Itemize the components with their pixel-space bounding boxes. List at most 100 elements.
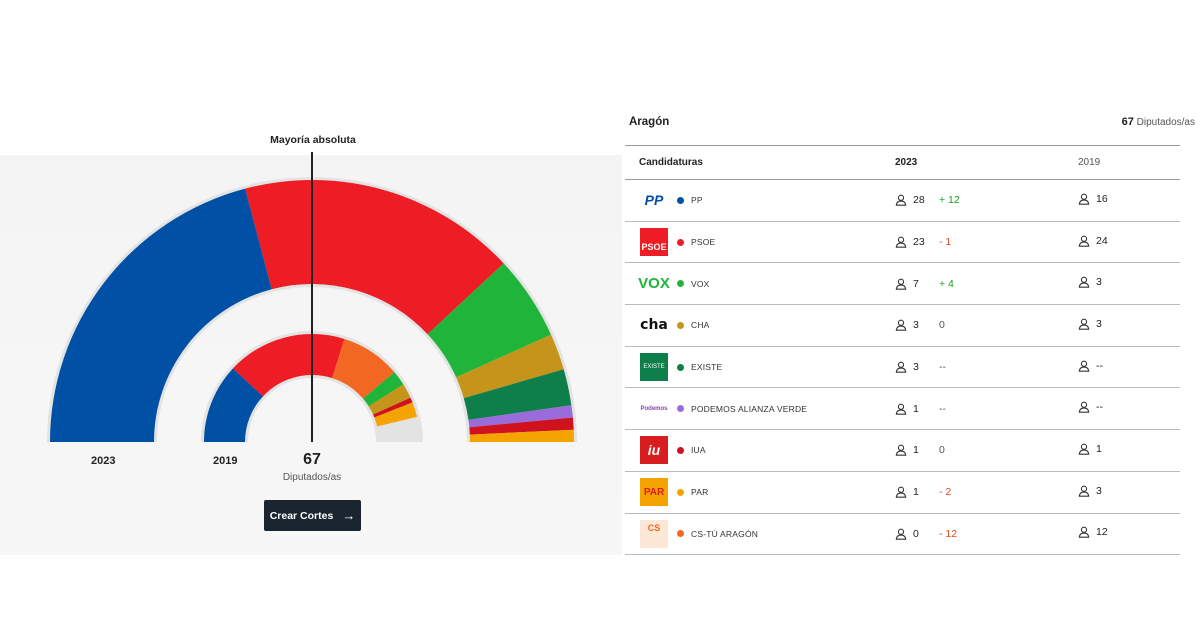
seat-arc-2019-pp xyxy=(204,368,263,442)
cha-logo: cha xyxy=(640,317,668,334)
party-cell: iu IUA xyxy=(625,435,895,465)
seat-arc-2023-cha xyxy=(456,334,564,399)
person-icon xyxy=(1078,485,1090,497)
person-icon xyxy=(1078,193,1090,205)
majority-label: Mayoría absoluta xyxy=(270,134,356,146)
seat-arc-2023-podemos-alianza-verde xyxy=(468,405,573,428)
party-color-dot xyxy=(677,280,684,288)
seats-2019: 1 xyxy=(1078,443,1102,455)
seat-arc-2023-par xyxy=(469,429,574,442)
table-row: VOX VOX 7 + 4 3 xyxy=(625,263,1180,306)
seat-arc-2023-vox xyxy=(427,263,552,378)
seat-change: - 12 xyxy=(939,527,958,540)
seats-2023: 1 xyxy=(895,403,935,415)
seats-2023-cell: 7 + 4 xyxy=(895,278,1078,290)
region-seats-number: 67 xyxy=(1121,116,1134,128)
person-icon xyxy=(895,319,907,332)
seats-2019: -- xyxy=(1078,401,1103,413)
seat-change: + 12 xyxy=(939,194,960,207)
party-cell: Podemos PODEMOS ALIANZA VERDE xyxy=(625,394,895,424)
seats-2023-cell: 3 -- xyxy=(895,361,1078,373)
seats-2019-value: 16 xyxy=(1096,192,1108,205)
seats-2019-cell: 24 xyxy=(1078,235,1178,250)
crear-cortes-label: Crear Cortes xyxy=(269,509,334,522)
seat-arc-2019-par xyxy=(374,402,418,427)
seats-2023-cell: 23 - 1 xyxy=(895,236,1078,248)
podemos-alianza-verde-logo: Podemos xyxy=(640,405,668,412)
seats-2023: 28 xyxy=(895,194,935,206)
seats-2019-cell: 3 xyxy=(1078,485,1178,500)
person-icon xyxy=(1078,318,1090,330)
party-cell: cha CHA xyxy=(625,310,895,340)
iua-logo: iu xyxy=(639,435,669,465)
seats-2023: 1 xyxy=(895,444,935,456)
party-cell: PAR PAR xyxy=(625,477,895,507)
seats-2019: -- xyxy=(1078,360,1103,372)
person-icon xyxy=(895,278,907,290)
region-name: Aragón xyxy=(629,116,670,128)
region-seats-unit: Diputados/as xyxy=(1136,117,1195,128)
seats-2019-value: 12 xyxy=(1096,526,1108,539)
seats-2019-value: -- xyxy=(1096,401,1103,414)
seat-arc-2019-psoe xyxy=(232,334,345,397)
table-row: cha CHA 3 0 3 xyxy=(625,305,1180,347)
seat-arc-2019-iua xyxy=(373,397,413,418)
psoe-logo: PSOE xyxy=(639,227,669,257)
person-icon xyxy=(1078,401,1090,414)
crear-cortes-button[interactable]: Crear Cortes → xyxy=(264,500,361,531)
total-seats: 67 xyxy=(303,451,321,468)
seats-2019: 3 xyxy=(1078,276,1102,288)
seats-2019-cell: 12 xyxy=(1078,526,1178,541)
party-cell: PP PP xyxy=(625,185,895,215)
seats-2023-value: 3 xyxy=(913,361,919,374)
region-header: Aragón 67 Diputados/as xyxy=(625,108,1195,136)
seats-2023-value: 7 xyxy=(913,277,919,290)
seat-arc-2019-cha xyxy=(368,384,411,415)
seat-change: - 2 xyxy=(939,486,952,499)
pp-logo: PP xyxy=(644,192,664,209)
seats-2023: 7 xyxy=(895,278,935,290)
seats-2023-value: 1 xyxy=(913,444,919,457)
seats-2023-cell: 1 0 xyxy=(895,444,1078,456)
results-table: Candidaturas 2023 2019 PP PP 28 + 12 16 … xyxy=(625,145,1180,556)
seats-2019-cell: 1 xyxy=(1078,443,1178,458)
party-cell: EXISTE EXISTE xyxy=(625,352,895,382)
seat-change: 0 xyxy=(939,444,945,457)
seat-arc-2023-psoe xyxy=(245,180,504,335)
party-cell: CS CS-TÚ ARAGÓN xyxy=(625,519,895,549)
person-icon xyxy=(1078,276,1090,288)
party-cell: PSOE PSOE xyxy=(625,227,895,257)
seats-2019-cell: 3 xyxy=(1078,276,1178,291)
seats-2023-value: 0 xyxy=(913,527,919,540)
par-logo: PAR xyxy=(639,477,669,507)
person-icon xyxy=(895,486,907,498)
seats-2023: 23 xyxy=(895,236,935,248)
seat-change: 0 xyxy=(939,319,945,332)
table-row: CS CS-TÚ ARAGÓN 0 - 12 12 xyxy=(625,514,1180,556)
party-name: VOX xyxy=(691,278,710,289)
seats-2023-value: 1 xyxy=(913,402,919,415)
seats-2019-value: 3 xyxy=(1096,484,1102,497)
seats-2023-cell: 1 - 2 xyxy=(895,486,1078,498)
party-name: PP xyxy=(691,195,703,206)
party-cell: VOX VOX xyxy=(625,269,895,299)
seats-2019: 24 xyxy=(1078,235,1108,247)
seats-2019: 12 xyxy=(1078,526,1108,538)
seat-change: -- xyxy=(939,402,946,415)
party-color-dot xyxy=(677,488,684,496)
party-color-dot xyxy=(677,196,684,204)
seats-2023-cell: 3 0 xyxy=(895,319,1078,331)
seats-2019-value: 1 xyxy=(1096,442,1102,455)
party-color-dot xyxy=(677,405,684,413)
existe-logo: EXISTE xyxy=(639,352,669,382)
party-color-dot xyxy=(677,238,684,246)
person-icon xyxy=(895,444,907,457)
seat-change: -- xyxy=(939,361,946,374)
person-icon xyxy=(1078,360,1090,372)
seats-2023-value: 1 xyxy=(913,486,919,499)
table-header: Candidaturas 2023 2019 xyxy=(625,145,1180,180)
region-seats-total: 67 Diputados/as xyxy=(1122,116,1195,128)
seat-arc-2019-cs-t-arag-n xyxy=(332,338,395,399)
party-name: PSOE xyxy=(691,237,716,248)
person-icon xyxy=(895,403,907,415)
